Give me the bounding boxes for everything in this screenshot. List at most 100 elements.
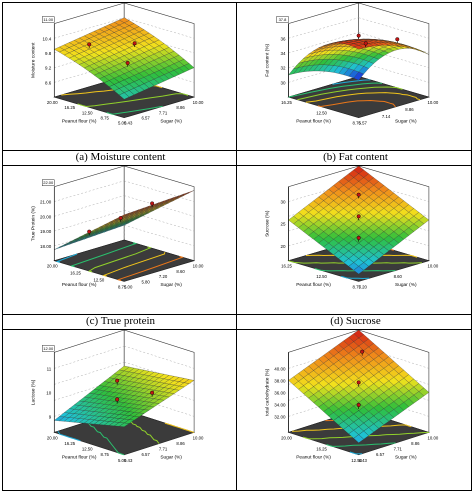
contour-floor [287,76,430,119]
y-tick-label: 7.14 [382,114,391,119]
y-tick-label: 6.57 [376,452,385,457]
y-tick-label: 10.00 [193,264,204,269]
table-border-left [2,2,3,491]
y-axis: 10.00 8.86 7.14 6.57 Sugar (%) [358,100,438,126]
z-tick-label: 20.00 [40,214,52,219]
z-tick-label: 21.00 [40,200,52,205]
y-tick-label: 10.00 [427,264,438,269]
table-border-right [471,2,472,491]
y-tick-label: 8.60 [176,269,185,274]
response-surface [54,17,195,100]
table-row-line-2 [2,314,472,315]
y-tick-label: 5.43 [124,458,133,463]
plot-walls [53,166,195,282]
surface-plot-svg: 21.00 20.00 19.00 18.00 22.00 True Protein (%… [30,166,204,290]
z-top-label: 37.8 [279,17,288,22]
x-tick-label: 20.00 [281,435,292,440]
y-axis: 10.00 8.86 7.71 6.57 5.43 Sugar (%) [358,435,438,462]
z-top-label: 22.00 [43,180,54,185]
design-points [87,41,137,67]
surface-plot-svg: 30 25 20 Sucrose (%) 16.25 12.50 8.75 Peanut fl… [265,166,439,289]
caption-fat-content: (b) Fat content [323,151,388,163]
z-axis-label: True Protein (%) [30,206,36,241]
x-axis-label: Peanut flour (%) [296,118,331,124]
z-axis: 21.00 20.00 19.00 18.00 22.00 True Protein (%… [30,179,55,261]
y-axis-label: Sugar (%) [395,118,417,124]
x-tick-label: 12.50 [93,278,104,283]
z-axis-label: total carbohydrate (%) [265,368,271,416]
z-tick-label: 30 [280,80,286,85]
x-axis: 20.00 16.25 12.50 Peanut flour (%) [281,435,363,462]
table-row-line-2b [2,329,472,330]
x-tick-label: 8.75 [352,284,361,289]
y-axis-label: Sugar (%) [160,282,182,288]
y-axis-label: Sugar (%) [395,282,417,288]
surface-plot-e: 11 10 9 12.00 Lactose (%) 20.00 16.25 12.50 8.75… [3,330,236,490]
z-tick-label: 30 [280,200,286,205]
y-axis: 10.00 8.86 7.71 6.57 5.43 Sugar (%) [124,100,204,126]
z-tick-label: 34.00 [274,402,286,407]
y-tick-label: 7.71 [394,447,403,452]
surface-plot-b: 36 34 32 30 37.8 Fat content (%) 16.25 12.50 8.7… [237,3,471,150]
y-tick-label: 5.43 [124,121,133,126]
table-divider-center [236,2,237,491]
y-axis-label: Sugar (%) [160,118,182,124]
response-surface [54,190,195,250]
z-tick-label: 38.00 [274,378,286,383]
design-points [356,33,400,48]
y-tick-label: 6.57 [358,121,367,126]
surface-plot-a: 10.4 9.8 9.2 8.6 11.00 Moisture content 20.00 1… [3,3,236,150]
x-tick-label: 16.25 [70,271,81,276]
x-tick-label: 12.50 [316,110,327,115]
y-tick-label: 7.20 [159,274,168,279]
z-axis: 11 10 9 12.00 Lactose (%) [30,345,55,433]
caption-moisture-content: (a) Moisture content [75,151,166,163]
surface-plot-c: 21.00 20.00 19.00 18.00 22.00 True Protein (%… [3,166,236,314]
y-tick-label: 6.57 [141,116,150,121]
x-tick-label: 16.25 [281,264,292,269]
design-points [87,201,155,236]
y-tick-label: 10.00 [193,100,204,105]
z-tick-label: 9 [49,414,52,419]
y-tick-label: 8.60 [394,274,403,279]
z-tick-label: 19.00 [40,229,52,234]
y-axis-label: Sugar (%) [395,455,417,461]
x-tick-label: 12.50 [82,447,93,452]
z-tick-label: 18.00 [40,244,52,249]
z-axis-label: Sucrose (%) [265,210,271,237]
z-tick-label: 34 [280,51,286,56]
x-tick-label: 8.75 [100,116,109,121]
x-tick-label: 12.50 [82,110,93,115]
x-tick-label: 16.25 [281,100,292,105]
z-tick-label: 32 [280,66,286,71]
x-axis: 20.00 16.25 12.50 8.75 5.00 Peanut flour (%) [47,100,127,126]
x-tick-label: 16.25 [64,105,75,110]
x-tick-label: 5.00 [118,458,127,463]
x-tick-label: 16.25 [64,441,75,446]
caption-true-protein: (c) True protein [85,315,156,327]
z-tick-label: 10 [46,390,52,395]
design-points [356,349,365,409]
y-tick-label: 8.86 [176,441,185,446]
response-surface [288,330,430,443]
y-axis: 10.00 8.86 7.71 6.57 5.43 Sugar (%) [124,435,204,462]
response-surface [53,365,195,427]
z-axis-label: Moisture content [30,42,36,78]
y-axis: 10.00 8.60 7.20 5.80 5.00 Sugar (%) [124,264,204,290]
z-axis-label: Fat content (%) [265,44,271,77]
y-tick-label: 5.43 [358,458,367,463]
design-points [356,192,361,242]
z-tick-label: 9.8 [45,51,52,56]
x-axis: 20.00 16.25 12.50 8.75 5.00 Peanut flour (%) [47,435,127,462]
response-surface [288,38,429,81]
z-axis: 30 25 20 Sucrose (%) [265,186,289,261]
z-axis: 10.4 9.8 9.2 8.6 11.00 Moisture content [30,16,55,98]
x-tick-label: 16.25 [316,447,327,452]
x-axis-label: Peanut flour (%) [296,282,331,288]
caption-sucrose: (d) Sucrose [330,315,381,327]
table-row-line-1 [2,150,472,151]
y-tick-label: 7.20 [358,284,367,289]
